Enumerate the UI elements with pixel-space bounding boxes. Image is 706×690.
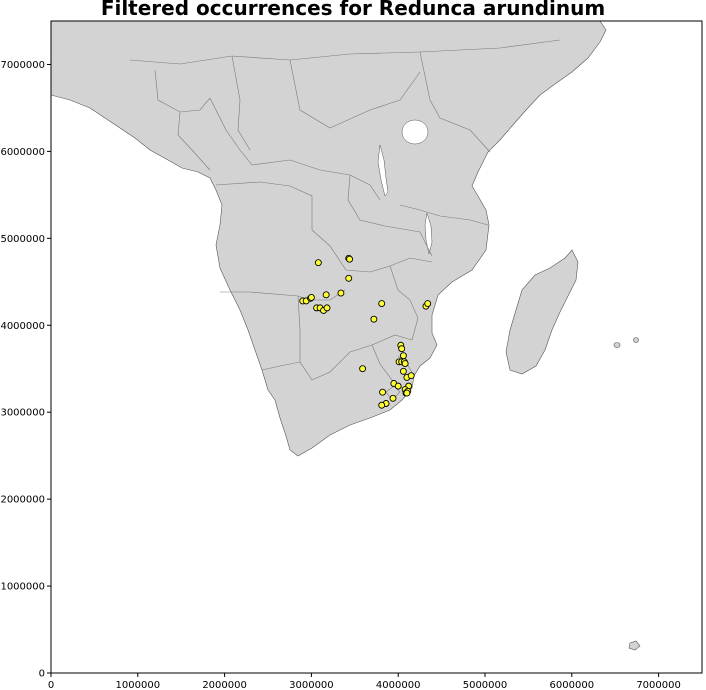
y-tick-label: 2000000 <box>0 495 45 506</box>
occurrence-point <box>323 304 331 312</box>
occurrence-point <box>337 289 345 297</box>
x-tick-label: 6000000 <box>550 680 595 690</box>
landmass-africa <box>51 21 607 457</box>
occurrence-point <box>379 388 387 396</box>
occurrence-point <box>370 315 378 323</box>
x-tick-label: 5000000 <box>463 680 508 690</box>
y-axis: 0 1000000 2000000 3000000 4000000 5000000 6000… <box>0 60 51 680</box>
landmass-madagascar <box>505 249 579 375</box>
y-tick-label: 4000000 <box>0 321 45 332</box>
occurrence-point <box>398 345 406 353</box>
x-tick-label: 7000000 <box>636 680 681 690</box>
x-tick-label: 1000000 <box>116 680 161 690</box>
y-tick-label: 0 <box>39 669 45 680</box>
map-title: Filtered occurrences for Redunca arundin… <box>100 0 606 20</box>
island-reunion <box>613 342 621 348</box>
occurrence-point <box>307 293 315 301</box>
occurrence-point <box>378 401 386 409</box>
occurrence-point <box>399 367 407 375</box>
occurrence-point <box>401 360 409 367</box>
occurrence-point <box>424 300 432 307</box>
y-tick-label: 6000000 <box>0 147 45 158</box>
occurrence-point <box>403 389 411 397</box>
island-kerguelen <box>628 640 641 651</box>
x-tick-label: 4000000 <box>376 680 421 690</box>
island-mauritius <box>633 337 639 343</box>
x-axis: 0 1000000 2000000 3000000 4000000 5000000 6000… <box>48 673 681 690</box>
occurrence-point <box>314 259 322 267</box>
lake-malawi <box>424 212 433 255</box>
y-tick-label: 3000000 <box>0 408 45 419</box>
occurrence-point <box>345 274 353 282</box>
x-tick-label: 0 <box>48 680 54 690</box>
occurrence-point <box>399 352 407 360</box>
lake-tanganyika <box>377 144 389 197</box>
x-tick-label: 2000000 <box>202 680 247 690</box>
y-tick-label: 5000000 <box>0 234 45 245</box>
occurrence-points <box>299 254 432 409</box>
occurrence-point <box>389 394 397 402</box>
x-tick-label: 3000000 <box>289 680 334 690</box>
occurrence-point <box>407 372 415 380</box>
y-tick-label: 7000000 <box>0 60 45 71</box>
country-borders <box>129 39 561 401</box>
occurrence-point <box>378 300 386 307</box>
basemap <box>51 21 641 651</box>
y-tick-label: 1000000 <box>0 582 45 593</box>
axes-frame <box>50 20 703 674</box>
occurrence-point <box>394 382 402 390</box>
lake-victoria <box>401 119 429 145</box>
occurrence-point <box>346 255 354 263</box>
occurrence-point <box>359 365 367 373</box>
occurrence-point <box>322 291 330 299</box>
